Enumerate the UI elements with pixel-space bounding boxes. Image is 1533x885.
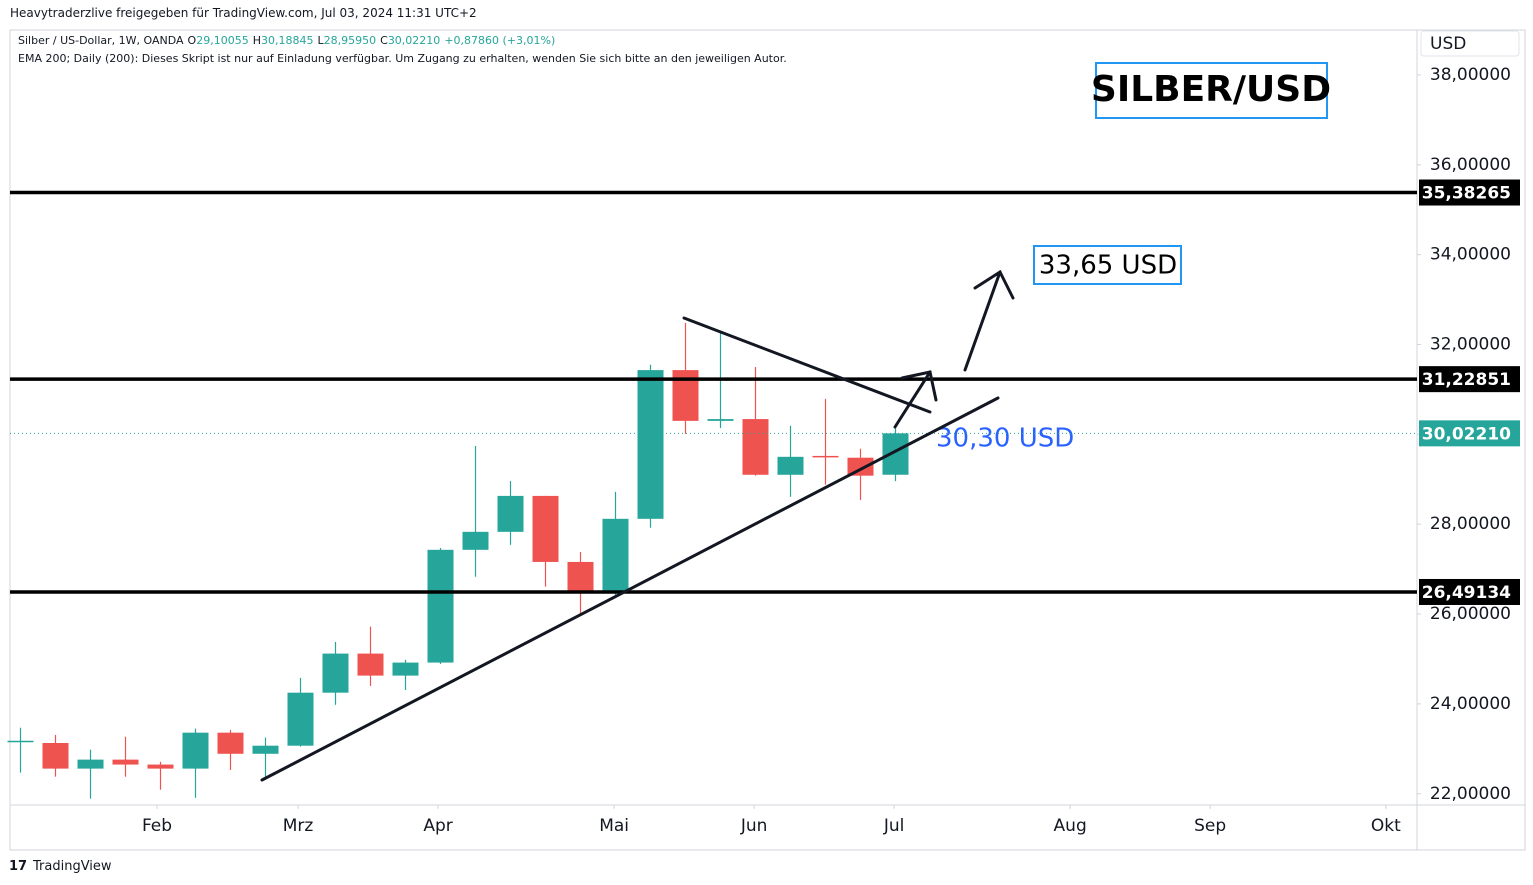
candle-body (252, 745, 279, 754)
y-tick-label: 34,00000 (1430, 245, 1511, 265)
brand-logo: 17 (9, 859, 28, 874)
y-tick-label: 26,00000 (1430, 604, 1511, 624)
level-label-box (1419, 179, 1520, 206)
arrow-large (963, 270, 1002, 372)
ohlc-value: 30,02210 (387, 34, 441, 47)
change: +0,87860 (+3,01%) (444, 34, 556, 47)
candle-body (112, 759, 139, 765)
y-tick-label: 38,00000 (1430, 65, 1511, 85)
plot (7, 322, 1417, 799)
title: SILBER/USD (1091, 69, 1331, 110)
arrow-large-head (973, 269, 1015, 300)
level-label: 26,49134 (1422, 583, 1511, 603)
candle-body (497, 495, 524, 532)
candle-body (322, 653, 349, 693)
last-price-box (1419, 420, 1520, 447)
ohlc-key: C (380, 34, 388, 47)
candle-body (742, 419, 769, 475)
currency-box (1420, 30, 1520, 57)
title-box (1095, 62, 1328, 119)
ohlc-value: 29,10055 (196, 34, 249, 47)
support-trendline (260, 396, 1000, 782)
chart: USD SILBER/USD 33,65 USD 30,30 USD 22,00… (7, 29, 1526, 851)
candle-body (812, 455, 839, 458)
level-label-box (1419, 366, 1520, 393)
x-tick-label: Mai (599, 816, 629, 836)
y-tick-label: 36,00000 (1430, 155, 1511, 175)
last-price-label: 30,02210 (1422, 424, 1511, 444)
brand: 17 TradingView (9, 859, 112, 874)
candle-body (42, 743, 69, 769)
candle-body (392, 662, 419, 676)
target-box (1033, 245, 1182, 285)
x-tick-label: Aug (1054, 816, 1087, 836)
currency: USD (1430, 34, 1466, 54)
candle-body (707, 419, 734, 421)
brand-name: TradingView (33, 859, 112, 874)
candle-body (602, 518, 629, 593)
symbol: Silber / US-Dollar, 1W, OANDA (18, 34, 184, 47)
x-tick-label: Sep (1194, 816, 1226, 836)
candle-body (462, 531, 489, 550)
candle-body (777, 456, 804, 475)
x-tick-label: Okt (1371, 816, 1401, 836)
level-label: 31,22851 (1422, 370, 1511, 390)
level-label: 35,38265 (1422, 184, 1511, 204)
ohlc-key: H (252, 34, 261, 47)
y-tick-label: 24,00000 (1430, 694, 1511, 714)
level-label-box (1419, 578, 1520, 605)
frame (9, 29, 1526, 851)
arrow-small (893, 370, 932, 429)
x-tick-label: Mrz (283, 816, 314, 836)
shared-by: Heavytraderzlive freigegeben für Trading… (10, 6, 477, 20)
ohlc-key: O (187, 34, 197, 47)
y-tick-label: 28,00000 (1430, 514, 1511, 534)
candle-body (217, 732, 244, 754)
candle-body (182, 732, 209, 769)
x-tick-label: Apr (423, 816, 452, 836)
legend: Silber / US-Dollar, 1W, OANDA O29,10055 H3… (18, 34, 559, 47)
x-tick-label: Feb (142, 816, 172, 836)
arrow-small-head (900, 370, 938, 402)
ohlc-value: 28,95950 (323, 34, 377, 47)
current-label: 30,30 USD (936, 424, 1074, 454)
candle-body (357, 653, 384, 676)
indicator: EMA 200; Daily (200): Dieses Skript ist … (18, 52, 787, 65)
ohlc-value: 30,18845 (260, 34, 314, 47)
candle-body (637, 370, 664, 519)
target-label: 33,65 USD (1039, 251, 1177, 281)
y-tick-label: 32,00000 (1430, 334, 1511, 354)
y-tick-label: 22,00000 (1430, 784, 1511, 804)
candle-body (427, 549, 454, 663)
candle-body (7, 740, 34, 743)
ohlc-key: L (317, 34, 324, 47)
candle-body (567, 561, 594, 593)
x-tick-label: Jul (883, 816, 905, 836)
drawings (260, 269, 1015, 782)
x-tick-label: Jun (740, 816, 768, 836)
candle-body (882, 433, 909, 475)
candle-body (147, 764, 174, 769)
candle-body (77, 759, 104, 769)
candle-body (287, 692, 314, 746)
resistance-trendline (682, 316, 932, 414)
candle-body (532, 495, 559, 562)
